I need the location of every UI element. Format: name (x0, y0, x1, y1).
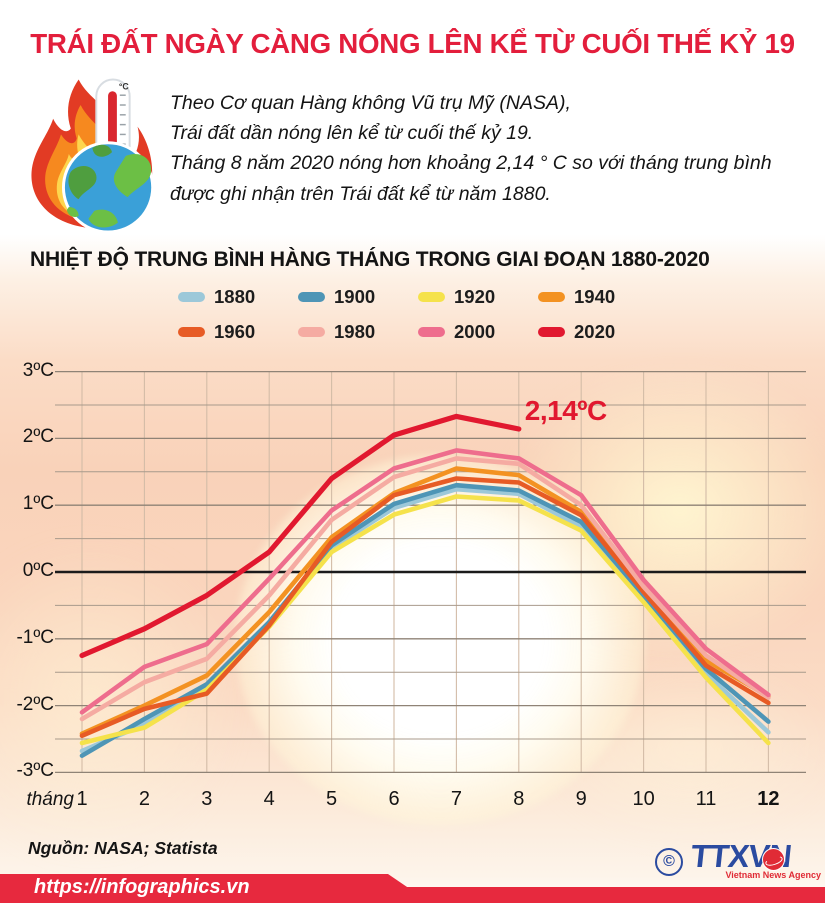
legend-label: 2000 (454, 321, 496, 342)
legend-swatch-icon (538, 327, 565, 337)
legend-swatch-icon (418, 292, 445, 302)
svg-text:°C: °C (119, 81, 130, 91)
page-title: TRÁI ĐẤT NGÀY CÀNG NÓNG LÊN KỂ TỪ CUỐI T… (30, 28, 795, 59)
legend-label: 2020 (574, 321, 616, 342)
intro-line: được ghi nhận trên Trái đất kể từ năm 18… (170, 182, 551, 205)
copyright-icon: © (655, 848, 683, 876)
legend-swatch-icon (538, 292, 565, 302)
legend-swatch-icon (298, 327, 325, 337)
legend-item-1960: 1960 (178, 321, 298, 343)
chart-title: NHIỆT ĐỘ TRUNG BÌNH HÀNG THÁNG TRONG GIA… (30, 248, 710, 271)
website-url[interactable]: https://infographics.vn (34, 876, 250, 898)
logo-tagline: Vietnam News Agency (725, 870, 821, 880)
legend-label: 1960 (214, 321, 256, 342)
legend-item-2020: 2020 (538, 321, 658, 343)
legend-swatch-icon (178, 327, 205, 337)
legend-item-1940: 1940 (538, 286, 658, 308)
legend-item-1900: 1900 (298, 286, 418, 308)
legend-swatch-icon (418, 327, 445, 337)
legend-swatch-icon (298, 292, 325, 302)
legend-label: 1980 (334, 321, 376, 342)
intro-line: Tháng 8 năm 2020 nóng hơn khoảng 2,14 ° … (170, 152, 772, 175)
legend-label: 1900 (334, 286, 376, 307)
source-credit: Nguồn: NASA; Statista (28, 838, 218, 858)
legend-item-1920: 1920 (418, 286, 538, 308)
logo-globe-icon (762, 848, 785, 871)
globe-icon (61, 141, 155, 234)
legend-item-2000: 2000 (418, 321, 538, 343)
legend-swatch-icon (178, 292, 205, 302)
chart-legend: 1880 1900 1920 1940 1960 1980 2000 2020 (178, 286, 658, 343)
legend-label: 1880 (214, 286, 256, 307)
intro-line: Theo Cơ quan Hàng không Vũ trụ Mỹ (NASA)… (170, 92, 571, 114)
legend-item-1980: 1980 (298, 321, 418, 343)
fire-thermometer-globe-icon: °C (31, 78, 155, 234)
legend-item-1880: 1880 (178, 286, 298, 308)
intro-line: Trái đất dần nóng lên kể từ cuối thế kỷ … (170, 122, 534, 145)
legend-label: 1920 (454, 286, 496, 307)
sun-glow (235, 455, 645, 825)
ttxvn-logo: © TTXVN Vietnam News Agency (655, 838, 821, 884)
footer-bar (0, 887, 825, 903)
intro-paragraph: Theo Cơ quan Hàng không Vũ trụ Mỹ (NASA)… (170, 88, 815, 209)
legend-label: 1940 (574, 286, 616, 307)
